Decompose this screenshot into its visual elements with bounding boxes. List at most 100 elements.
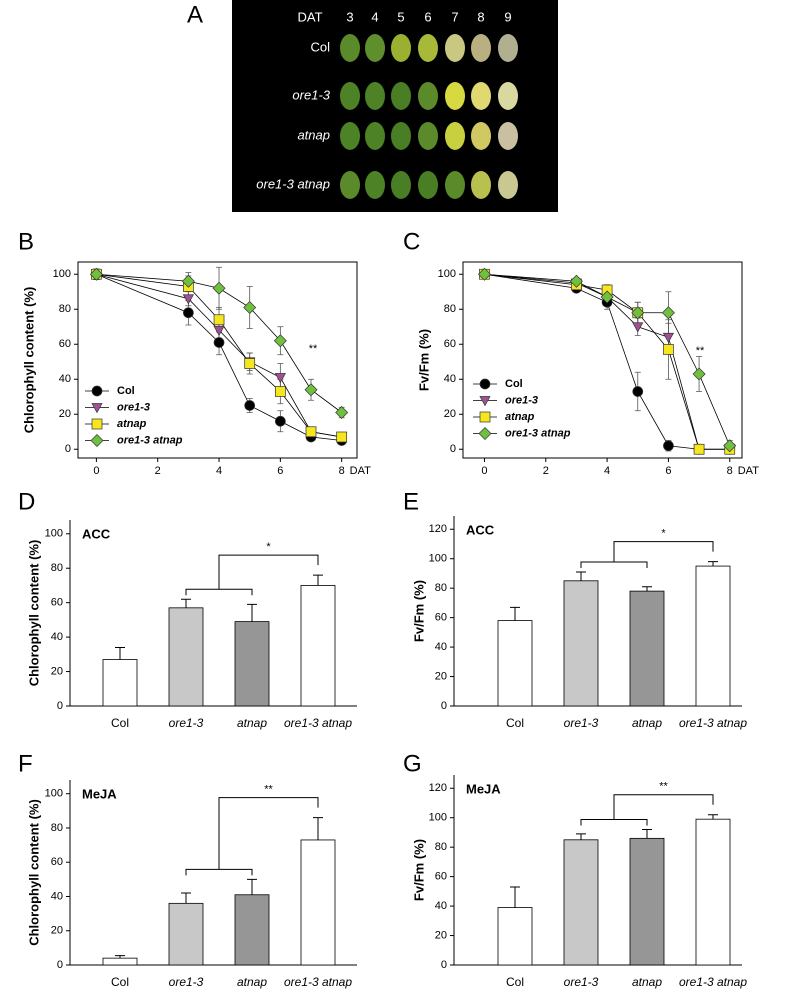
marker	[723, 439, 737, 453]
bar	[563, 580, 599, 707]
dat-header: DAT	[297, 9, 322, 24]
error-bar	[576, 833, 586, 840]
y-tick-label: 40	[444, 373, 456, 385]
annotation: *	[661, 528, 666, 540]
annotation: **	[264, 784, 273, 796]
y-tick-label: 80	[444, 303, 456, 315]
marker	[244, 358, 256, 369]
y-tick-label: 0	[441, 959, 447, 971]
marker	[183, 307, 194, 319]
plot-frame	[462, 261, 743, 459]
bar	[168, 607, 204, 707]
y-tick-label: 120	[429, 523, 447, 535]
leaf	[498, 122, 518, 150]
y-tick-label: 100	[45, 528, 63, 540]
leaf	[445, 122, 465, 150]
error-bar	[115, 955, 125, 959]
bar	[497, 620, 533, 707]
bar	[300, 839, 336, 966]
leaf	[365, 82, 385, 110]
y-tick-label: 0	[65, 443, 71, 455]
y-tick-label: 60	[59, 338, 71, 350]
leaf	[471, 82, 491, 110]
annotation: **	[696, 345, 705, 357]
marker	[213, 314, 225, 326]
marker	[273, 334, 287, 348]
bar	[629, 590, 665, 707]
leaf	[391, 171, 411, 199]
x-tick-label: 8	[339, 465, 345, 477]
legend-label: ore1-3	[117, 401, 150, 413]
legend-label: Col	[117, 385, 135, 397]
y-tick-label: 40	[59, 373, 71, 385]
day-label: 4	[371, 9, 378, 24]
y-tick-label: 20	[435, 670, 447, 682]
y-tick-label: 100	[438, 268, 456, 280]
marker	[600, 290, 614, 304]
marker	[305, 426, 317, 438]
y-tick-label: 80	[51, 822, 63, 834]
y-tick-label: 0	[57, 700, 63, 712]
panel-letter: C	[403, 228, 420, 255]
y-tick-label: 40	[51, 631, 63, 643]
panel-letter: A	[187, 1, 203, 28]
leaf	[418, 34, 438, 62]
legend-marker	[478, 427, 492, 440]
x-tick-label: 4	[216, 465, 222, 477]
bar	[563, 839, 599, 966]
y-tick-label: 60	[51, 856, 63, 868]
y-tick-label: 0	[450, 443, 456, 455]
leaf	[418, 122, 438, 150]
y-tick-label: 20	[59, 408, 71, 420]
leaf	[498, 82, 518, 110]
bar	[629, 837, 665, 966]
error-bar	[247, 603, 257, 622]
day-label: 6	[424, 9, 431, 24]
marker	[569, 274, 583, 288]
significance-bracket	[580, 794, 714, 826]
inset-title: ACC	[466, 522, 495, 537]
y-tick-label: 80	[59, 303, 71, 315]
x-tick-label: 8	[727, 465, 733, 477]
legend-label: atnap	[117, 418, 147, 430]
error-bar	[708, 814, 718, 820]
marker	[335, 406, 349, 419]
error-bar	[115, 646, 125, 660]
bar	[695, 565, 731, 707]
error-bar	[313, 574, 323, 586]
y-tick-label: 40	[435, 641, 447, 653]
y-tick-label: 100	[53, 268, 71, 280]
y-tick-label: 0	[57, 959, 63, 971]
marker	[275, 415, 286, 427]
error-bar	[181, 598, 191, 608]
marker	[692, 367, 706, 381]
legend-label: ore1-3 atnap	[117, 434, 183, 446]
error-bar	[510, 606, 520, 621]
x-tick-label: 6	[665, 465, 671, 477]
leaf	[365, 34, 385, 62]
x-axis-label: DAT	[350, 465, 371, 477]
y-tick-label: 60	[51, 597, 63, 609]
y-tick-label: 20	[51, 925, 63, 937]
marker	[632, 322, 644, 333]
annotation: **	[309, 343, 318, 355]
y-tick-label: 80	[51, 562, 63, 574]
leaf	[391, 82, 411, 110]
genotype-label: ore1-3	[292, 87, 330, 102]
leaf	[340, 122, 360, 150]
y-tick-label: 100	[429, 812, 447, 824]
y-tick-label: 60	[444, 338, 456, 350]
leaf	[445, 171, 465, 199]
bar	[168, 902, 204, 966]
y-tick-label: 100	[429, 553, 447, 565]
y-tick-label: 40	[435, 900, 447, 912]
legend-marker	[90, 434, 104, 447]
x-tick-label: Col	[506, 716, 524, 730]
genotype-label: atnap	[297, 127, 330, 142]
error-bar	[708, 561, 718, 567]
legend-label: atnap	[505, 411, 535, 423]
x-tick-label: 0	[481, 465, 487, 477]
genotype-label: Col	[310, 39, 330, 54]
legend-label: ore1-3	[505, 394, 538, 406]
